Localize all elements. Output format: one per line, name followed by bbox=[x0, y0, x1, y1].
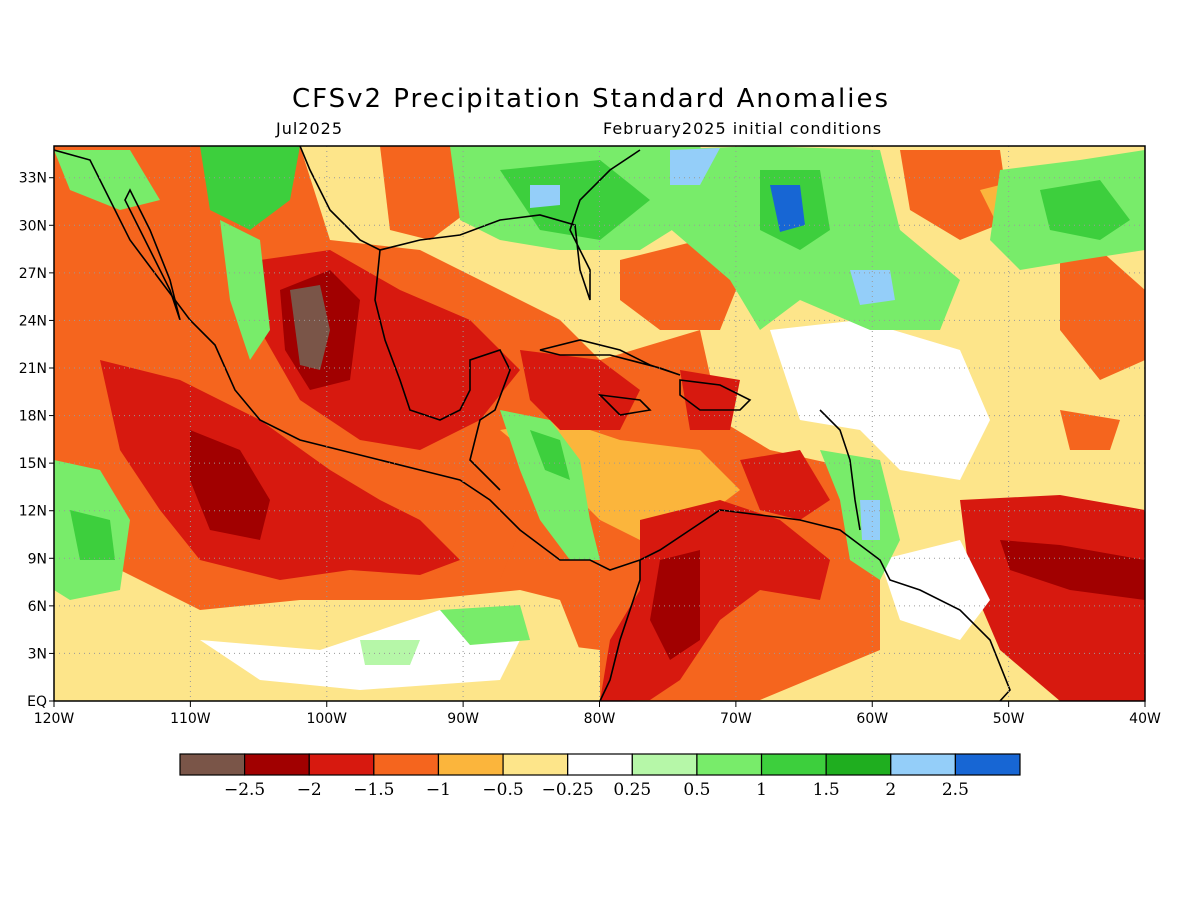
lat-tick-label: EQ bbox=[27, 694, 47, 710]
colorbar-swatch bbox=[631, 753, 698, 776]
map-title: CFSv2 Precipitation Standard Anomalies bbox=[291, 84, 891, 114]
lat-tick-label: 3N bbox=[28, 646, 47, 662]
colorbar-swatch bbox=[825, 753, 892, 776]
lat-tick-label: 12N bbox=[19, 504, 47, 520]
colorbar-label: 0.25 bbox=[613, 780, 651, 800]
colorbar-swatch bbox=[696, 753, 763, 776]
lat-tick-label: 6N bbox=[28, 599, 47, 615]
colorbar-label: −2 bbox=[297, 780, 322, 800]
colorbar-swatch bbox=[437, 753, 504, 776]
colorbar-swatch bbox=[308, 753, 375, 776]
colorbar-label: 0.5 bbox=[683, 780, 710, 800]
lon-tick-label: 50W bbox=[993, 711, 1025, 727]
lon-tick-label: 100W bbox=[306, 711, 347, 727]
lat-tick-label: 24N bbox=[19, 313, 47, 329]
colorbar-swatch bbox=[567, 753, 633, 776]
lat-tick-label: 33N bbox=[19, 171, 47, 187]
colorbar-label: −0.5 bbox=[482, 780, 523, 800]
colorbar-swatch bbox=[373, 753, 440, 776]
colorbar-swatch bbox=[244, 753, 310, 776]
lon-tick-label: 70W bbox=[720, 711, 752, 727]
colorbar: −2.5 −2 −1.5 −1 −0.5 −0.25 0.25 0.5 1 1.5 2 2.5 bbox=[179, 753, 1021, 800]
colorbar-label: −2.5 bbox=[224, 780, 265, 800]
colorbar-label: −0.25 bbox=[542, 780, 594, 800]
anomaly-field bbox=[54, 146, 1145, 701]
colorbar-label: −1.5 bbox=[353, 780, 394, 800]
lat-tick-label: 27N bbox=[19, 266, 47, 282]
colorbar-swatch bbox=[502, 753, 569, 776]
initial-conditions-label: February2025 initial conditions bbox=[603, 119, 883, 138]
colorbar-label: −1 bbox=[426, 780, 451, 800]
lat-tick-label: 21N bbox=[19, 361, 47, 377]
colorbar-label: 2 bbox=[885, 780, 896, 800]
lon-tick-label: 110W bbox=[170, 711, 211, 727]
lat-tick-label: 9N bbox=[28, 551, 47, 567]
colorbar-label: 1.5 bbox=[813, 780, 840, 800]
latitude-axis: EQ 3N 6N 9N 12N 15N 18N 21N 24N 27N 30N 33N bbox=[19, 171, 54, 710]
lon-tick-label: 120W bbox=[34, 711, 75, 727]
lon-tick-label: 90W bbox=[447, 711, 479, 727]
lon-tick-label: 60W bbox=[856, 711, 888, 727]
colorbar-label: 2.5 bbox=[942, 780, 969, 800]
colorbar-swatch bbox=[890, 753, 956, 776]
colorbar-swatch bbox=[954, 753, 1021, 776]
colorbar-swatch bbox=[760, 753, 827, 776]
coastlines bbox=[54, 146, 1011, 701]
target-month-label: Jul2025 bbox=[276, 119, 344, 138]
colorbar-swatch bbox=[179, 753, 246, 776]
lat-tick-label: 15N bbox=[19, 456, 47, 472]
map-gridlines bbox=[54, 146, 1145, 701]
lat-tick-label: 30N bbox=[19, 218, 47, 234]
lon-tick-label: 40W bbox=[1129, 711, 1161, 727]
colorbar-label: 1 bbox=[756, 780, 767, 800]
longitude-axis: 120W 110W 100W 90W 80W 70W 60W 50W 40W bbox=[34, 701, 1161, 727]
lat-tick-label: 18N bbox=[19, 409, 47, 425]
lon-tick-label: 80W bbox=[584, 711, 616, 727]
